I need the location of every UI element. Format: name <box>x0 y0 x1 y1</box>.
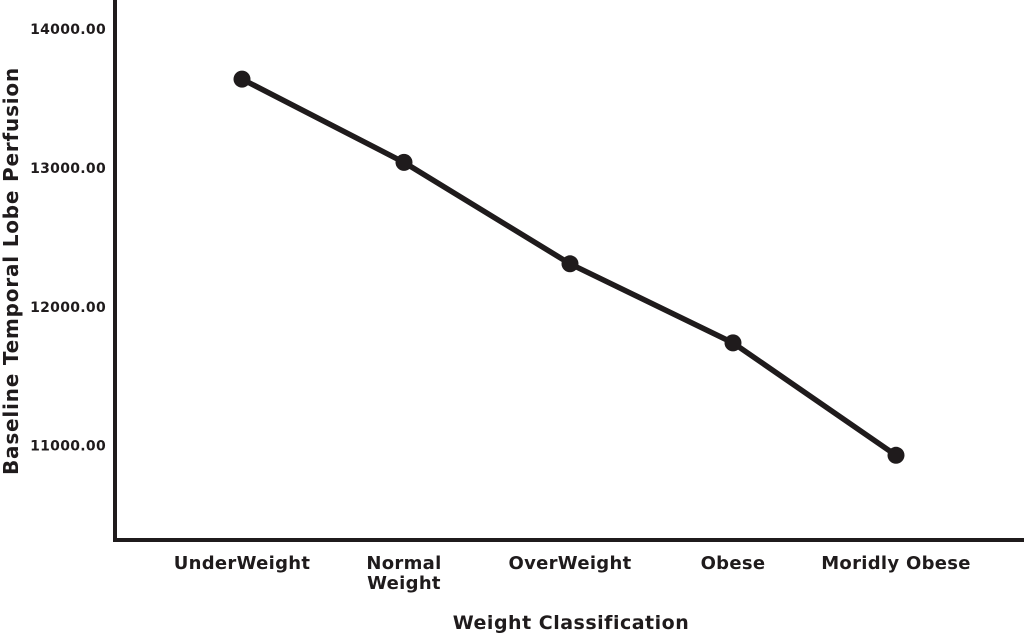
x-category-label: Normal Weight <box>366 553 441 594</box>
data-point-marker <box>395 153 413 171</box>
data-point-marker <box>561 255 579 273</box>
data-point-marker <box>724 334 742 352</box>
y-tick-label: 12000.00 <box>30 300 106 316</box>
x-category-labels: UnderWeight Normal Weight OverWeight Obese Mo… <box>174 553 971 594</box>
series-markers <box>233 70 905 464</box>
y-tick-label: 14000.00 <box>30 22 106 38</box>
y-tick-label: 11000.00 <box>30 439 106 455</box>
x-category-label: Obese <box>701 553 766 574</box>
y-axis-title: Baseline Temporal Lobe Perfusion <box>0 67 23 475</box>
data-point-marker <box>887 446 905 464</box>
x-axis-title: Weight Classification <box>453 612 689 634</box>
data-point-marker <box>233 70 251 88</box>
x-category-label: Moridly Obese <box>821 553 971 574</box>
x-category-label: OverWeight <box>508 553 631 574</box>
x-category-label: UnderWeight <box>174 553 311 574</box>
y-tick-label: 13000.00 <box>30 161 106 177</box>
y-tick-labels: 14000.00 13000.00 12000.00 11000.00 <box>30 22 106 454</box>
